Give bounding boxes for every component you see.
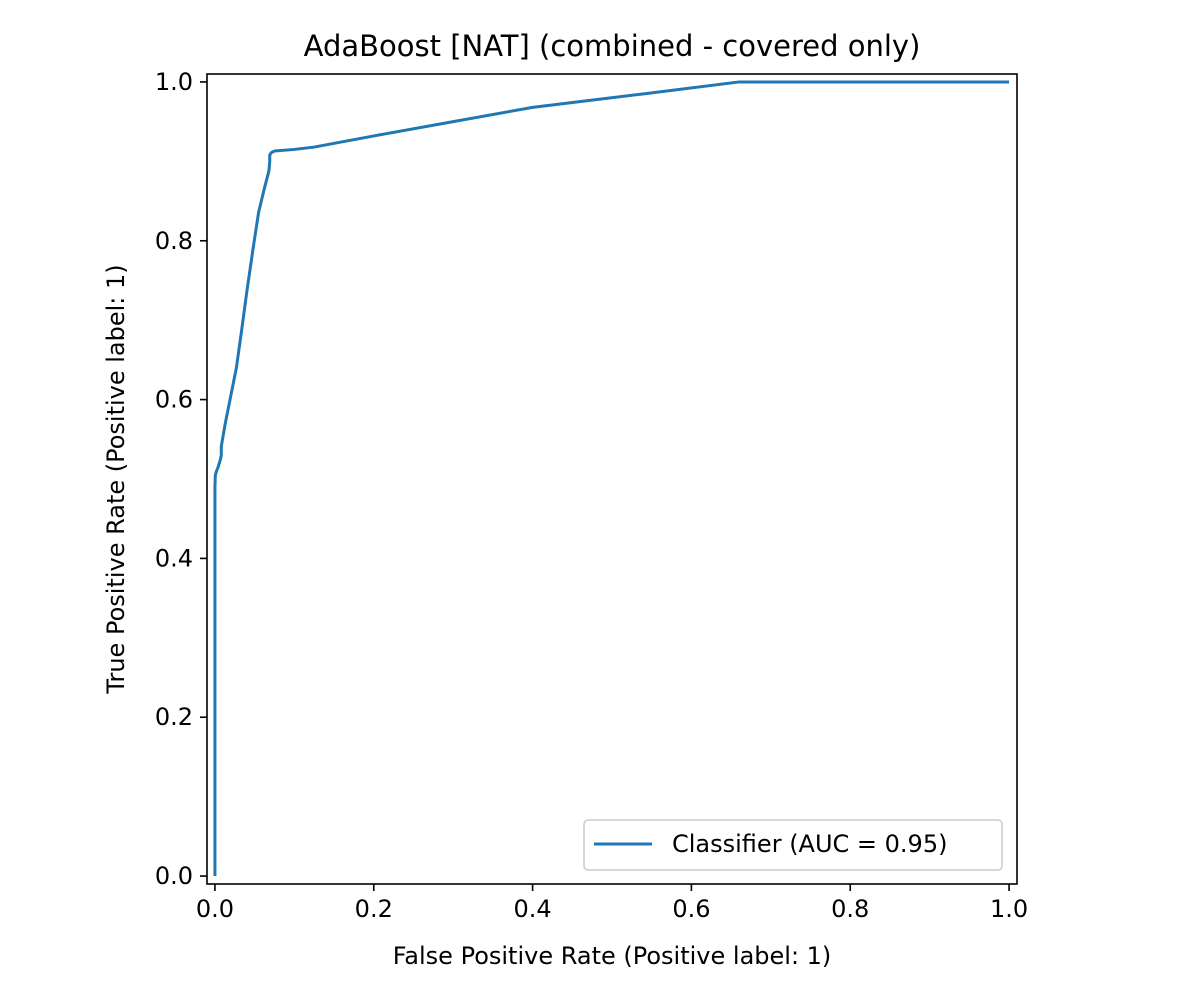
y-tick-label: 0.2 bbox=[155, 703, 193, 731]
x-tick-label: 0.4 bbox=[514, 895, 552, 923]
y-tick-label: 0.0 bbox=[155, 862, 193, 890]
legend: Classifier (AUC = 0.95) bbox=[583, 819, 1003, 871]
legend-box bbox=[583, 819, 1003, 871]
chart-title: AdaBoost [NAT] (combined - covered only) bbox=[304, 29, 921, 63]
roc-curve-line bbox=[213, 80, 1010, 877]
x-tick-label: 0.0 bbox=[196, 895, 234, 923]
legend-label: Classifier (AUC = 0.95) bbox=[672, 830, 947, 858]
x-tick-label: 1.0 bbox=[990, 895, 1028, 923]
y-tick-label: 1.0 bbox=[155, 68, 193, 96]
y-tick-label: 0.4 bbox=[155, 544, 193, 572]
y-tick-label: 0.8 bbox=[155, 227, 193, 255]
y-axis-ticks: 0.0 0.2 0.4 0.6 0.8 1.0 bbox=[155, 68, 207, 890]
x-tick-label: 0.2 bbox=[355, 895, 393, 923]
y-axis-label: True Positive Rate (Positive label: 1) bbox=[102, 264, 130, 694]
x-tick-label: 0.8 bbox=[831, 895, 869, 923]
x-axis-label: False Positive Rate (Positive label: 1) bbox=[393, 942, 832, 970]
y-tick-label: 0.6 bbox=[155, 386, 193, 414]
x-tick-label: 0.6 bbox=[672, 895, 710, 923]
x-axis-ticks: 0.0 0.2 0.4 0.6 0.8 1.0 bbox=[196, 884, 1028, 923]
plot-frame bbox=[206, 73, 1018, 885]
